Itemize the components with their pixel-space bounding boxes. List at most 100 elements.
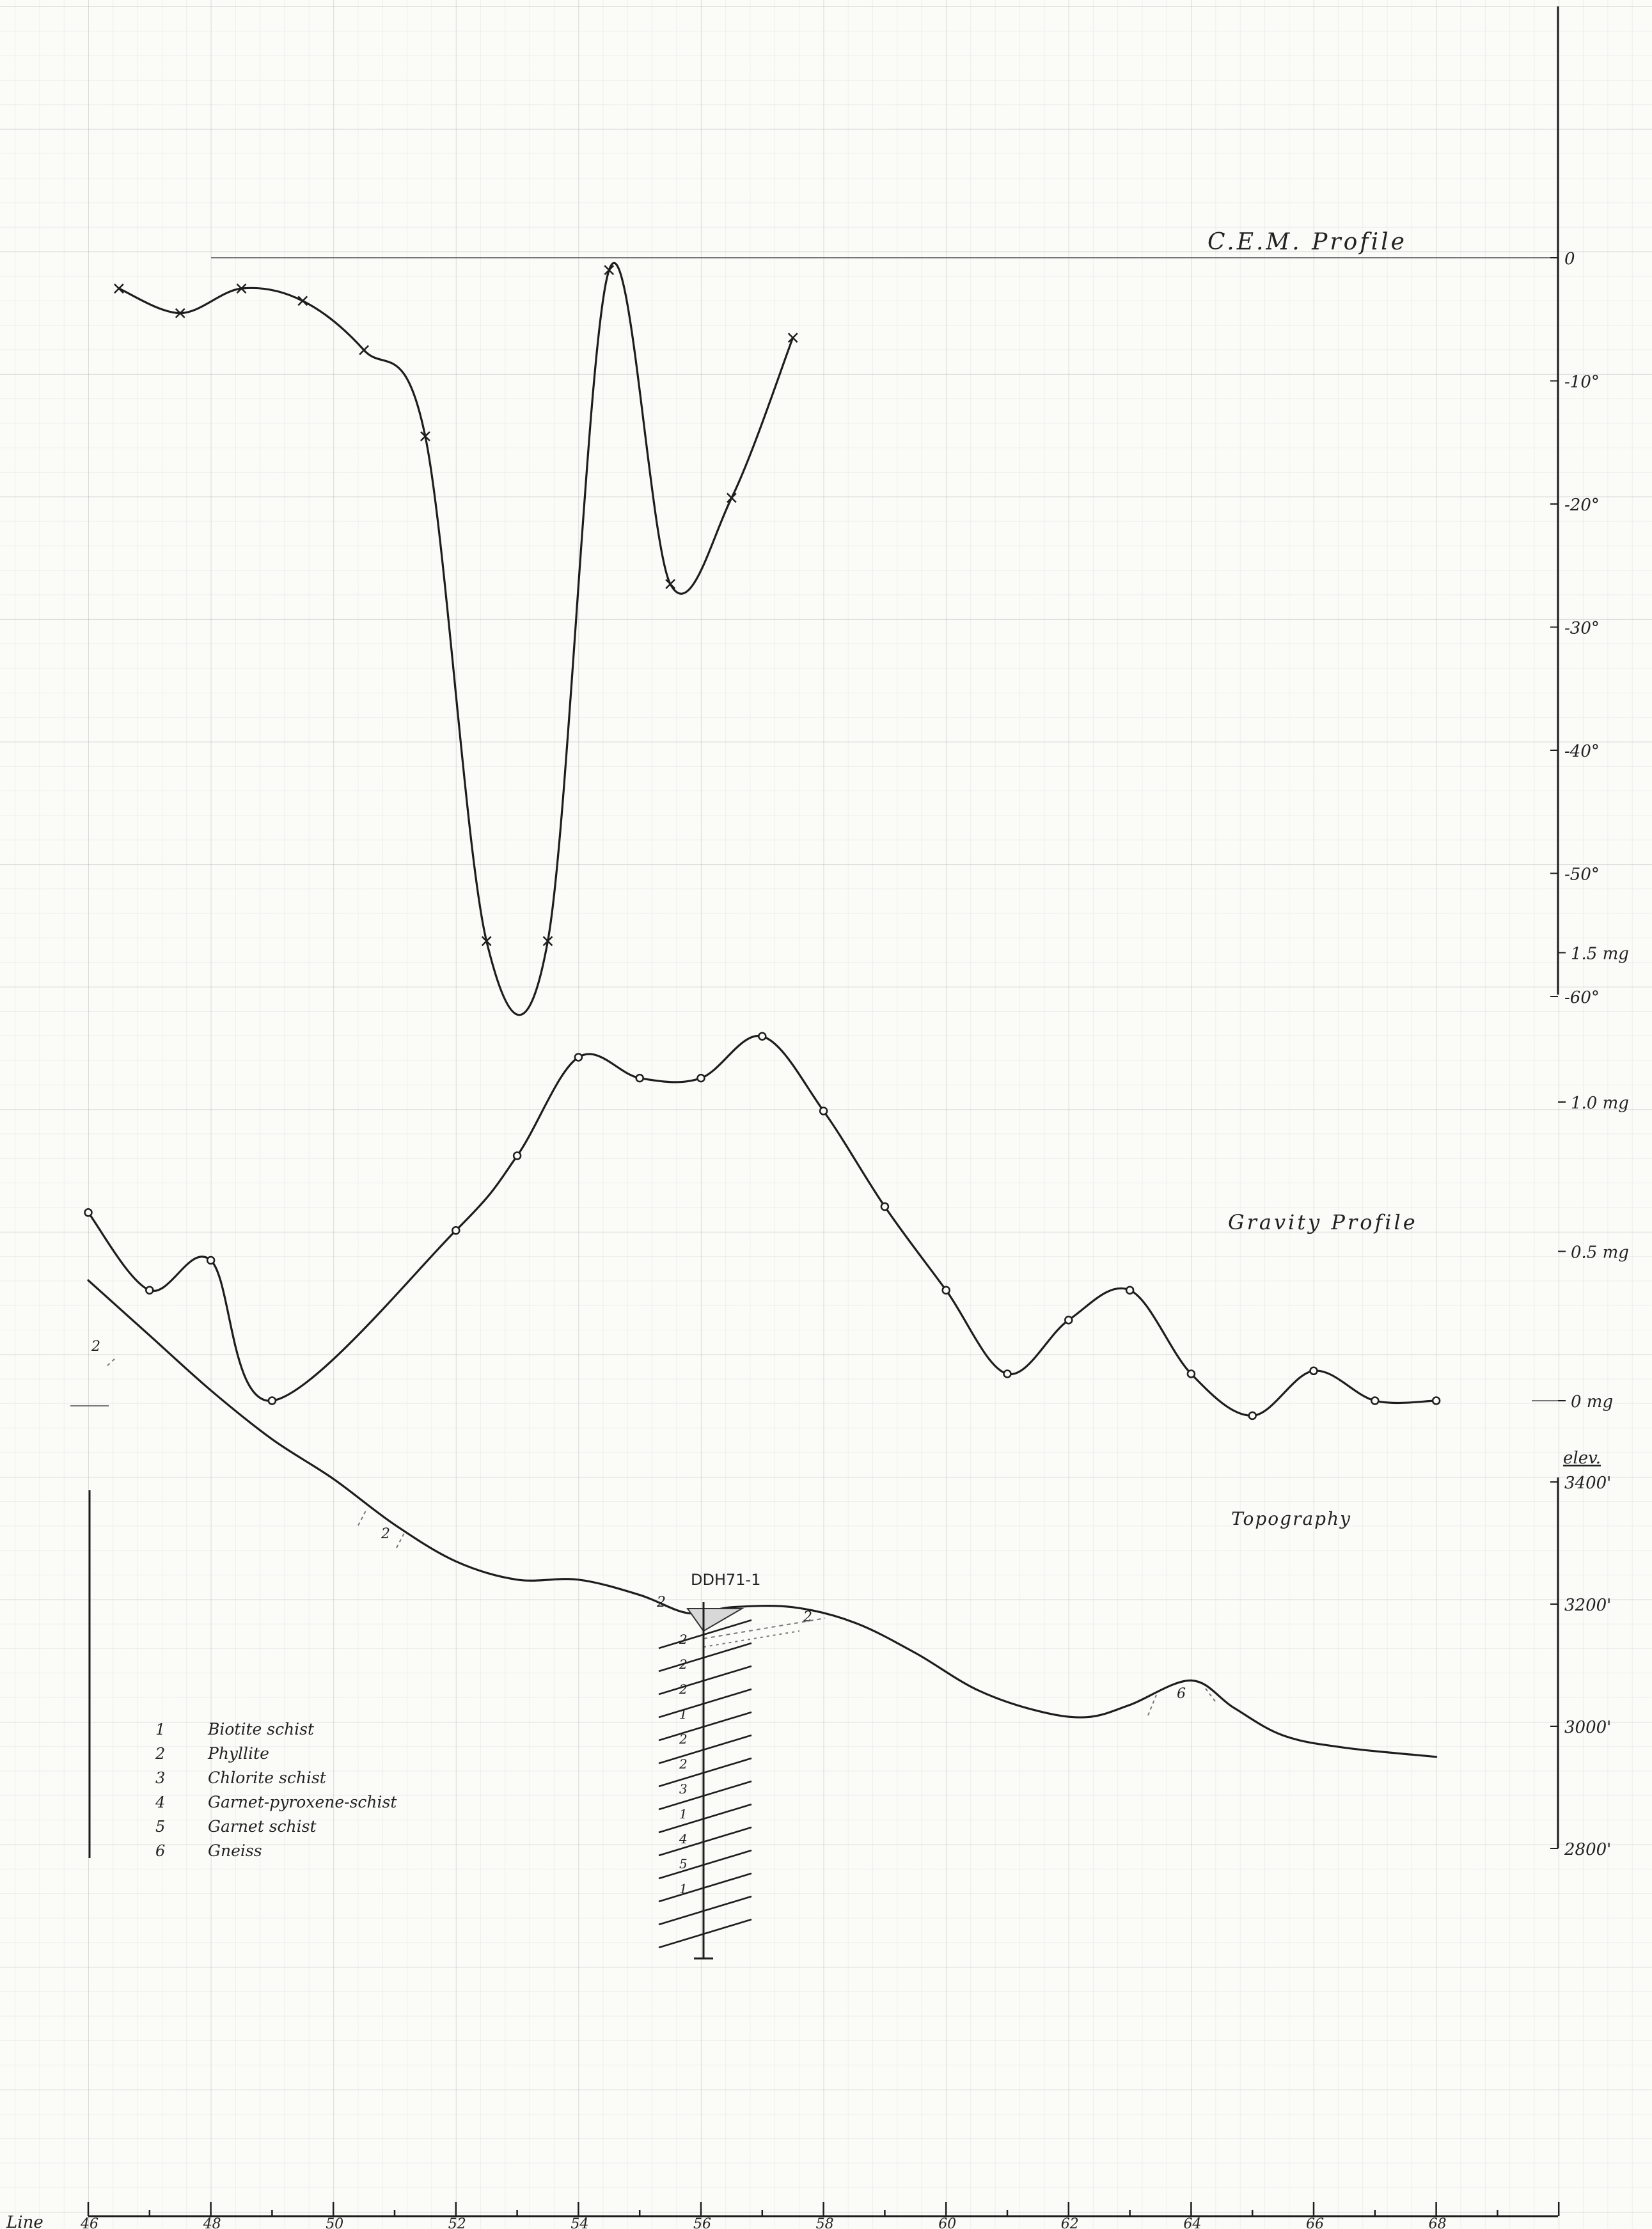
drill-unit-label: 4	[679, 1831, 688, 1847]
gravity-point	[1431, 1396, 1441, 1405]
hatch-line	[658, 1642, 752, 1673]
gravity-point	[1064, 1316, 1073, 1325]
drill-unit-label: 3	[679, 1781, 688, 1797]
gravity-point	[819, 1107, 828, 1115]
contact-projection	[703, 1618, 826, 1639]
legend-entry: 6 Gneiss	[155, 1841, 262, 1860]
hatch-line	[658, 1757, 752, 1788]
gravity-point	[574, 1053, 583, 1062]
legend-number: 1	[155, 1721, 165, 1738]
outcrop-contact-mark	[1205, 1688, 1216, 1702]
legend-entry: 1 Biotite schist	[155, 1720, 315, 1738]
legend-entry: 4 Garnet-pyroxene-schist	[155, 1793, 397, 1811]
drill-unit-label: 5	[679, 1856, 688, 1871]
gravity-point	[696, 1073, 705, 1083]
x-tick-label: 50	[326, 2216, 343, 2229]
drill-hole: DDH71-1 2 2 2 1 2 2 3 1 4 5 1	[658, 1571, 760, 1960]
gravity-points	[84, 1032, 1441, 1421]
gravity-point	[941, 1286, 950, 1295]
cem-point	[481, 936, 492, 947]
gravity-y-tick-label: 1.5 mg	[1571, 945, 1629, 964]
gravity-y-tick-label: 0 mg	[1571, 1392, 1613, 1412]
hatch-line	[658, 1895, 752, 1926]
cem-point	[727, 492, 737, 503]
topography-y-tick-label: 2800'	[1564, 1840, 1611, 1859]
x-tick-label: 60	[938, 2216, 956, 2229]
hatch-line	[658, 1826, 752, 1857]
drill-unit-label: 2	[679, 1731, 688, 1747]
gravity-point	[1371, 1396, 1380, 1405]
topography-y-tick-label: 3000'	[1564, 1718, 1611, 1737]
hatch-line	[658, 1665, 752, 1696]
cem-y-tick-label: -50°	[1564, 865, 1600, 885]
rock-unit-legend: 1 Biotite schist 2 Phyllite 3 Chlorite schist…	[155, 1720, 397, 1860]
x-tick-label: 56	[693, 2216, 711, 2229]
cem-series-line	[118, 262, 794, 1016]
gravity-profile-title: Gravity Profile	[1228, 1210, 1418, 1234]
x-axis-title: Line	[6, 2213, 43, 2229]
drill-unit-label: 2	[679, 1632, 688, 1647]
outcrop-label: 2	[381, 1526, 390, 1542]
x-tick-label: 62	[1061, 2216, 1079, 2229]
x-axis-ticks: 46 48 50 52 54 56 58 60 62 64 66 68	[80, 2202, 1560, 2229]
cem-point	[604, 265, 615, 276]
legend-label: Garnet schist	[208, 1817, 317, 1836]
hatch-line	[658, 1780, 752, 1811]
cem-point	[420, 431, 430, 442]
gravity-point	[452, 1226, 460, 1235]
cem-point	[665, 579, 675, 590]
cem-y-tick-label: -20°	[1564, 496, 1600, 515]
hatch-line	[658, 1803, 752, 1834]
cem-y-ticks: 0 -10° -20° -30° -40° -50° -60°	[1550, 249, 1600, 1007]
topography-y-tick-label: 3400'	[1564, 1474, 1611, 1493]
gravity-point	[1125, 1286, 1135, 1295]
gravity-point	[267, 1396, 277, 1405]
outcrop-contact-mark	[107, 1357, 117, 1366]
x-tick-label: 68	[1429, 2216, 1447, 2229]
gravity-point	[1309, 1366, 1318, 1376]
gravity-point	[84, 1208, 93, 1217]
legend-number: 2	[155, 1745, 165, 1763]
gravity-point	[206, 1256, 216, 1265]
x-tick-label: 46	[80, 2216, 98, 2229]
outcrop-contacts: 2 2 2 2 6	[91, 1339, 1216, 1716]
legend-label: Garnet-pyroxene-schist	[208, 1793, 397, 1811]
legend-entry: 2 Phyllite	[155, 1744, 269, 1763]
legend-label: Gneiss	[208, 1841, 262, 1860]
cem-points	[114, 265, 798, 947]
cem-y-tick-label: -30°	[1564, 619, 1600, 638]
contact-projection	[703, 1630, 800, 1648]
cem-point	[787, 333, 798, 343]
legend-entry: 5 Garnet schist	[155, 1817, 317, 1836]
outcrop-contact-mark	[396, 1532, 405, 1548]
x-tick-label: 66	[1306, 2216, 1324, 2229]
cem-y-tick-label: -10°	[1564, 373, 1600, 392]
legend-number: 5	[155, 1818, 165, 1836]
gravity-y-ticks: 0 mg 0.5 mg 1.0 mg 1.5 mg	[1558, 945, 1629, 1412]
x-tick-label: 52	[448, 2216, 466, 2229]
outcrop-contact-mark	[358, 1510, 366, 1526]
cem-point	[175, 308, 185, 319]
topography-y-ticks: 3400' 3200' 3000' 2800'	[1550, 1474, 1611, 1859]
outcrop-label: 2	[803, 1609, 812, 1625]
hatch-line	[658, 1688, 752, 1719]
legend-number: 4	[155, 1793, 165, 1811]
overburden-fill	[686, 1608, 744, 1632]
x-tick-label: 58	[816, 2216, 834, 2229]
hatch-line	[658, 1734, 752, 1765]
elevation-axis-title: elev.	[1563, 1449, 1601, 1468]
hatch-line	[658, 1849, 752, 1880]
drill-unit-label: 1	[679, 1806, 688, 1822]
x-tick-label: 48	[203, 2216, 221, 2229]
topography-title: Topography	[1231, 1508, 1351, 1529]
gravity-point	[635, 1073, 644, 1083]
cem-point	[542, 936, 553, 947]
gravity-point	[758, 1032, 767, 1041]
drill-unit-label: 2	[679, 1756, 688, 1772]
drill-hole-unit-labels: 2 2 2 1 2 2 3 1 4 5 1	[679, 1632, 688, 1896]
drill-hole-hatching	[658, 1619, 752, 1949]
gravity-point	[1003, 1369, 1012, 1378]
gravity-point	[512, 1151, 522, 1160]
outcrop-contact-mark	[1147, 1694, 1157, 1716]
